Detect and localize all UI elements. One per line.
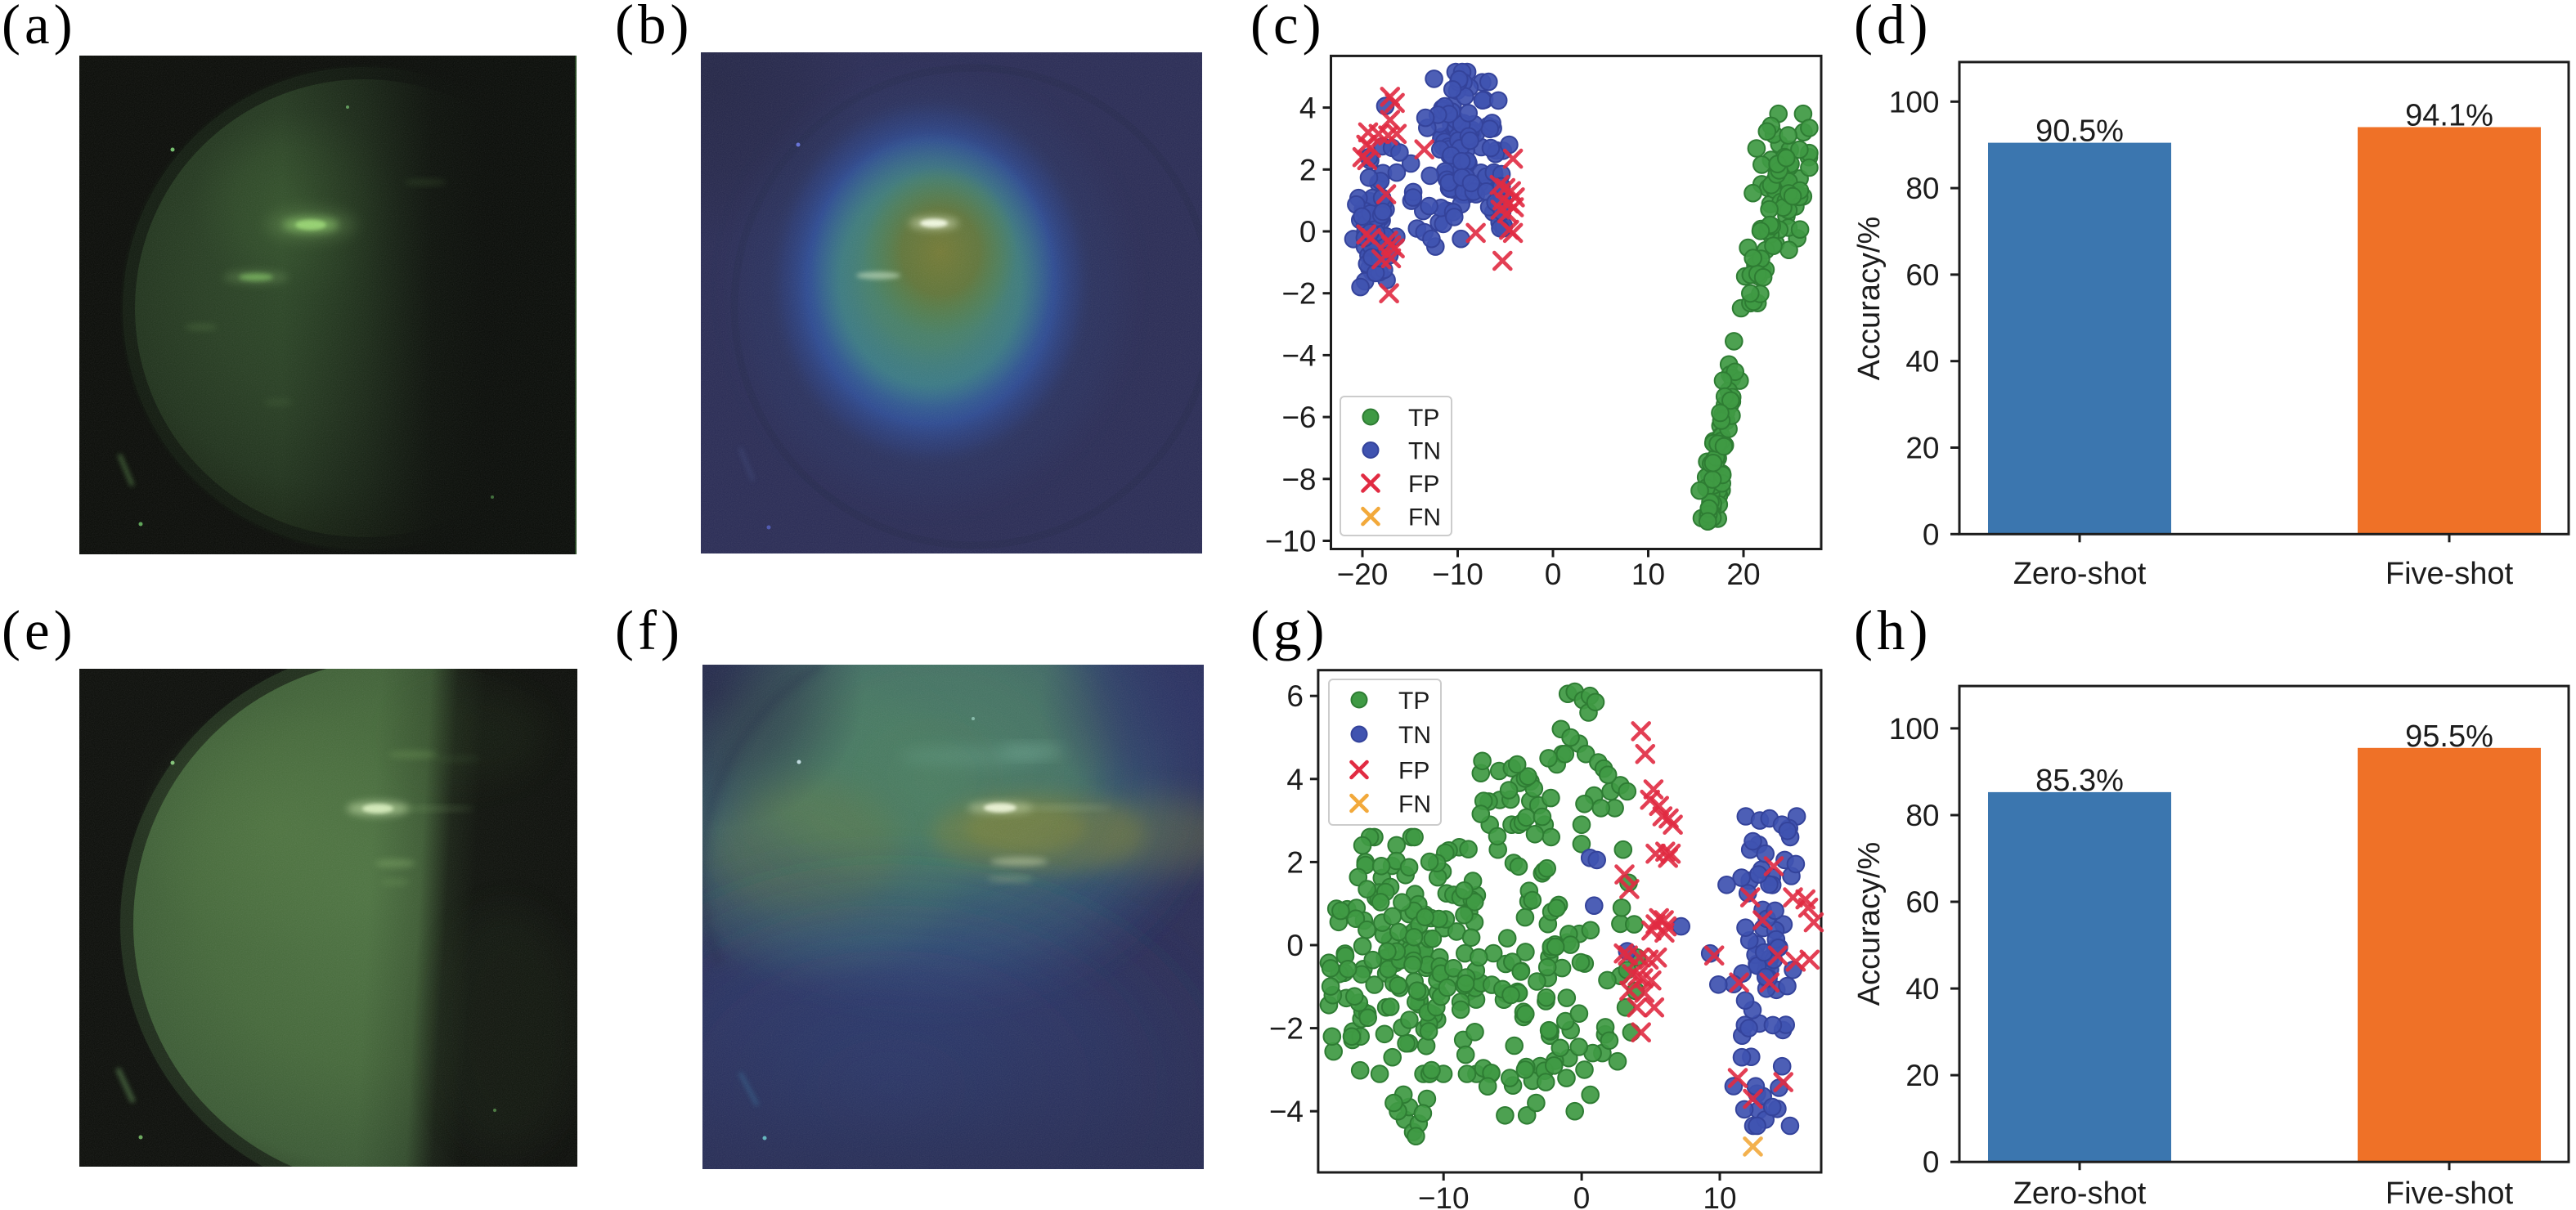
svg-text:20: 20 xyxy=(1905,432,1939,465)
svg-text:Accuracy/%: Accuracy/% xyxy=(1852,217,1887,381)
svg-text:10: 10 xyxy=(1703,1181,1736,1210)
svg-text:4: 4 xyxy=(1286,763,1304,796)
svg-text:2: 2 xyxy=(1299,153,1317,186)
svg-text:−4: −4 xyxy=(1281,338,1316,372)
svg-text:TN: TN xyxy=(1398,722,1431,749)
svg-text:Five-shot: Five-shot xyxy=(2385,1176,2514,1210)
svg-text:Five-shot: Five-shot xyxy=(2385,557,2514,591)
svg-text:−10: −10 xyxy=(1265,525,1317,558)
svg-text:0: 0 xyxy=(1286,929,1304,962)
svg-text:−6: −6 xyxy=(1281,401,1316,434)
svg-text:−20: −20 xyxy=(1337,558,1389,591)
svg-text:−2: −2 xyxy=(1281,277,1316,311)
svg-text:FN: FN xyxy=(1398,791,1431,818)
svg-text:FP: FP xyxy=(1408,471,1439,498)
svg-text:FN: FN xyxy=(1408,504,1441,531)
svg-text:2: 2 xyxy=(1286,845,1304,879)
svg-text:94.1%: 94.1% xyxy=(2405,99,2493,133)
svg-text:Zero-shot: Zero-shot xyxy=(2013,557,2147,591)
svg-text:Zero-shot: Zero-shot xyxy=(2013,1176,2147,1210)
svg-text:80: 80 xyxy=(1905,799,1939,832)
svg-text:−8: −8 xyxy=(1281,463,1316,496)
svg-text:0: 0 xyxy=(1573,1181,1591,1210)
svg-text:0: 0 xyxy=(1923,518,1940,551)
svg-text:80: 80 xyxy=(1905,172,1939,205)
svg-text:95.5%: 95.5% xyxy=(2405,719,2493,754)
svg-text:10: 10 xyxy=(1631,558,1665,591)
svg-text:90.5%: 90.5% xyxy=(2035,114,2124,149)
svg-text:6: 6 xyxy=(1286,679,1304,713)
svg-text:40: 40 xyxy=(1905,972,1939,1006)
svg-text:0: 0 xyxy=(1923,1145,1940,1179)
svg-text:20: 20 xyxy=(1726,558,1760,591)
svg-text:100: 100 xyxy=(1889,712,1940,746)
svg-text:40: 40 xyxy=(1905,345,1939,379)
svg-text:20: 20 xyxy=(1905,1059,1939,1092)
svg-text:0: 0 xyxy=(1545,558,1562,591)
svg-text:−10: −10 xyxy=(1432,558,1483,591)
svg-text:−10: −10 xyxy=(1418,1181,1470,1210)
svg-text:85.3%: 85.3% xyxy=(2035,764,2124,798)
svg-text:0: 0 xyxy=(1299,215,1317,249)
svg-text:Accuracy/%: Accuracy/% xyxy=(1852,842,1887,1006)
svg-text:60: 60 xyxy=(1905,258,1939,292)
svg-text:60: 60 xyxy=(1905,885,1939,919)
svg-text:TP: TP xyxy=(1398,688,1429,715)
svg-text:100: 100 xyxy=(1889,85,1940,119)
svg-text:FP: FP xyxy=(1398,758,1429,785)
svg-text:TP: TP xyxy=(1408,405,1439,432)
svg-text:−4: −4 xyxy=(1269,1095,1304,1128)
svg-text:TN: TN xyxy=(1408,438,1441,465)
svg-text:4: 4 xyxy=(1299,92,1317,125)
svg-text:−2: −2 xyxy=(1269,1012,1304,1046)
